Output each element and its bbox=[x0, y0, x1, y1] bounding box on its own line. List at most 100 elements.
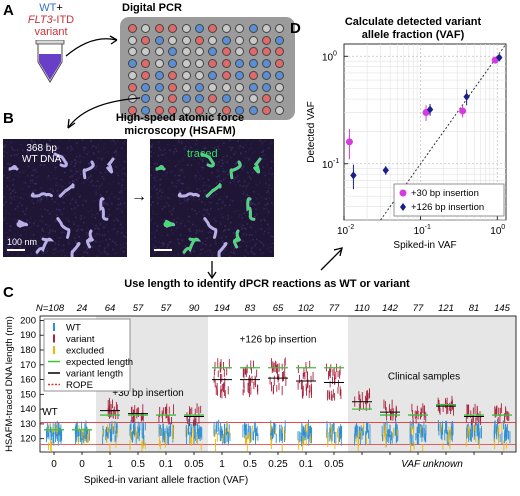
afm-noise bbox=[79, 169, 81, 172]
afm-noise bbox=[229, 204, 231, 206]
afm-noise bbox=[29, 179, 32, 182]
afm-noise bbox=[27, 174, 30, 177]
afm-noise bbox=[209, 244, 212, 247]
y-tick-label: 190 bbox=[20, 330, 36, 341]
afm-noise bbox=[154, 179, 156, 182]
x-tick-label: 0.1 bbox=[159, 459, 173, 470]
afm-noise bbox=[24, 210, 27, 212]
afm-noise bbox=[122, 142, 125, 144]
afm-noise bbox=[124, 173, 126, 175]
afm-noise bbox=[162, 174, 164, 177]
y-tick-label: 160 bbox=[20, 375, 36, 386]
afm-noise bbox=[107, 252, 110, 255]
afm-noise bbox=[246, 193, 248, 196]
afm-noise bbox=[79, 194, 81, 197]
afm-noise bbox=[245, 245, 248, 247]
afm-noise bbox=[104, 152, 107, 154]
afm-noise bbox=[256, 140, 259, 142]
afm-noise bbox=[209, 249, 211, 252]
afm-noise bbox=[86, 247, 89, 250]
afm-noise bbox=[41, 221, 44, 223]
afm-noise bbox=[6, 232, 9, 234]
afm-noise bbox=[14, 242, 16, 244]
data-point-126bp bbox=[350, 171, 357, 180]
afm-noise bbox=[32, 202, 35, 205]
afm-noise bbox=[228, 229, 231, 231]
afm-noise bbox=[169, 149, 171, 152]
afm-noise bbox=[233, 252, 236, 254]
afm-noise bbox=[47, 177, 49, 179]
afm-noise bbox=[264, 140, 266, 142]
afm-noise bbox=[153, 248, 155, 251]
afm-noise bbox=[107, 244, 109, 246]
plate-well bbox=[235, 105, 245, 115]
afm-noise bbox=[156, 180, 158, 182]
afm-noise bbox=[51, 229, 54, 232]
afm-noise bbox=[60, 179, 63, 181]
legend-variant-label: variant bbox=[66, 334, 95, 345]
afm-noise bbox=[254, 252, 257, 255]
scalebar-label: 100 nm bbox=[7, 237, 38, 247]
afm-noise bbox=[85, 251, 88, 254]
afm-noise bbox=[58, 140, 61, 142]
afm-noise bbox=[245, 250, 247, 252]
afm-noise bbox=[244, 241, 246, 243]
afm-noise bbox=[168, 188, 170, 190]
afm-noise bbox=[243, 227, 246, 229]
afm-noise bbox=[242, 165, 245, 168]
afm-noise bbox=[83, 149, 86, 151]
afm-noise bbox=[156, 163, 158, 165]
afm-noise bbox=[6, 176, 9, 179]
afm-noise bbox=[184, 256, 186, 257]
afm-noise bbox=[13, 195, 16, 197]
afm-noise bbox=[151, 201, 154, 203]
plate-well bbox=[275, 35, 285, 45]
afm-noise bbox=[186, 208, 189, 210]
afm-noise bbox=[242, 190, 244, 192]
afm-noise bbox=[122, 242, 125, 245]
afm-noise bbox=[238, 147, 240, 150]
afm-noise bbox=[254, 196, 257, 198]
afm-noise bbox=[85, 172, 87, 174]
plate-well bbox=[221, 105, 231, 115]
afm-noise bbox=[154, 251, 156, 254]
afm-noise bbox=[3, 174, 5, 177]
x-tick-label: 1 bbox=[107, 459, 113, 470]
afm-noise bbox=[171, 182, 174, 184]
afm-noise bbox=[37, 225, 39, 227]
group-label-wt: WT bbox=[42, 407, 58, 418]
afm-noise bbox=[167, 143, 169, 146]
afm-noise bbox=[163, 149, 166, 151]
afm-noise bbox=[80, 160, 82, 163]
afm-noise bbox=[258, 240, 261, 242]
afm-noise bbox=[90, 174, 92, 176]
afm-noise bbox=[269, 242, 272, 245]
x-tick-exponent: 0 bbox=[501, 224, 505, 231]
afm-noise bbox=[28, 255, 30, 257]
afm-noise bbox=[271, 141, 273, 143]
afm-noise bbox=[175, 221, 178, 224]
afm-noise bbox=[203, 147, 205, 150]
afm-noise bbox=[150, 196, 152, 198]
afm-noise bbox=[45, 199, 48, 201]
afm-noise bbox=[153, 232, 156, 234]
afm-noise bbox=[171, 233, 174, 235]
plate-well bbox=[262, 59, 271, 69]
afm-noise bbox=[57, 209, 60, 211]
afm-noise bbox=[241, 146, 243, 148]
afm-noise bbox=[181, 189, 183, 192]
afm-noise bbox=[270, 167, 272, 169]
dna-label-line2: WT DNA bbox=[22, 154, 62, 165]
afm-noise bbox=[268, 147, 270, 149]
afm-noise bbox=[15, 174, 17, 177]
afm-noise bbox=[164, 196, 166, 198]
afm-noise bbox=[123, 246, 125, 249]
afm-noise bbox=[33, 182, 36, 185]
afm-noise bbox=[60, 254, 63, 256]
afm-noise bbox=[203, 190, 205, 192]
afm-noise bbox=[101, 182, 103, 185]
afm-noise bbox=[175, 255, 177, 257]
plate-well bbox=[181, 105, 191, 115]
afm-noise bbox=[13, 154, 16, 156]
afm-noise bbox=[88, 175, 91, 178]
